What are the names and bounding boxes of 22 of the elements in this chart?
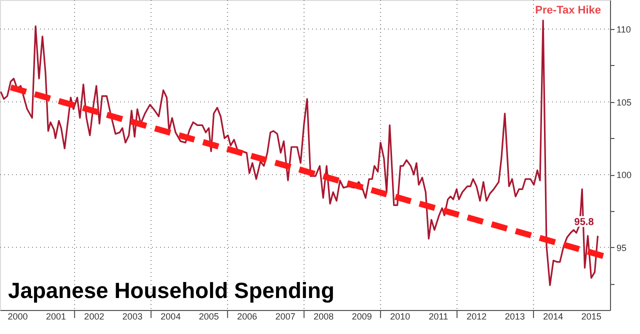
y-tick-label: 100 bbox=[616, 170, 632, 180]
x-tick-label: 2008 bbox=[314, 312, 334, 322]
x-tick-label: 2007 bbox=[275, 312, 296, 322]
x-tick-label: 2014 bbox=[543, 312, 564, 322]
x-tick-label: 2011 bbox=[428, 312, 448, 322]
annotation: Pre-Tax Hike bbox=[535, 4, 601, 16]
x-tick-label: 2005 bbox=[198, 312, 219, 322]
x-tick-label: 2000 bbox=[8, 312, 28, 322]
x-tick-label: 2002 bbox=[84, 312, 104, 322]
y-tick-label: 105 bbox=[616, 97, 632, 108]
x-tick-label: 2001 bbox=[46, 312, 66, 322]
x-tick-label: 2010 bbox=[390, 312, 410, 322]
y-tick-label: 110 bbox=[616, 24, 631, 35]
x-tick-label: 2013 bbox=[504, 312, 525, 322]
text: Japanese Household Spending bbox=[8, 278, 334, 303]
x-tick-label: 2015 bbox=[581, 312, 602, 322]
x-tick-label: 2006 bbox=[237, 312, 258, 322]
y-tick-label: 95 bbox=[616, 242, 627, 253]
x-tick-label: 2009 bbox=[352, 312, 372, 322]
x-tick-label: 2003 bbox=[122, 312, 142, 322]
x-tick-label: 2004 bbox=[160, 312, 181, 322]
x-tick-label: 2012 bbox=[466, 312, 487, 322]
